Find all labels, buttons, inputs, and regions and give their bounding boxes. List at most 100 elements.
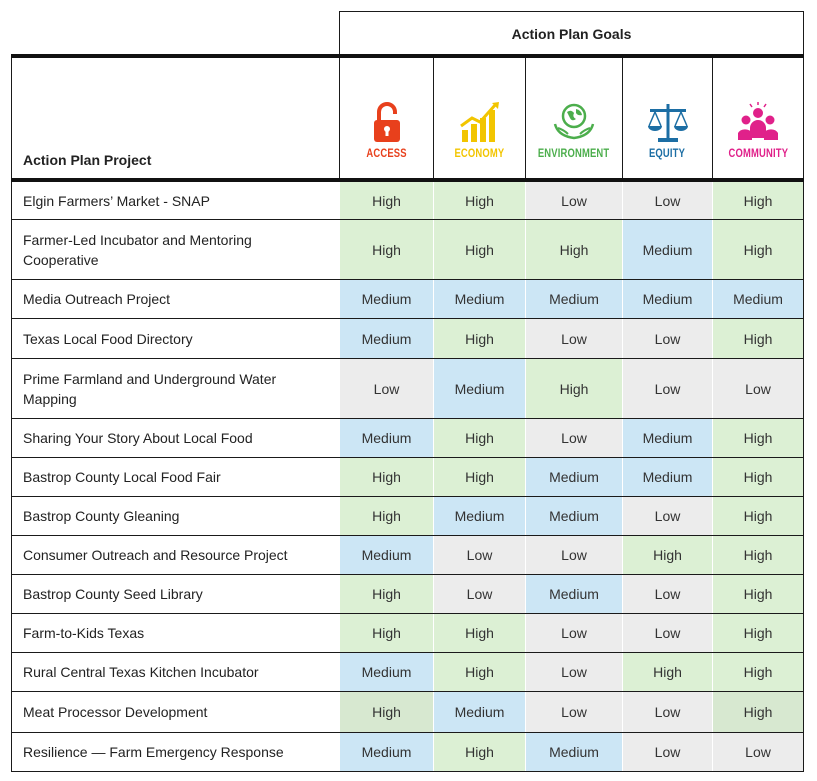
goal-rating-cell: High bbox=[622, 536, 712, 574]
project-name-cell: Bastrop County Gleaning bbox=[11, 497, 339, 535]
goal-rating-cell: Low bbox=[712, 733, 804, 771]
goal-rating-cell: High bbox=[525, 359, 622, 418]
goal-rating-cell: Low bbox=[433, 575, 525, 613]
project-name-cell: Sharing Your Story About Local Food bbox=[11, 419, 339, 457]
column-header-row: Action Plan Project ACCESS ECONOMY bbox=[11, 58, 804, 178]
goal-rating-cell: Low bbox=[622, 359, 712, 418]
goals-header: Action Plan Goals bbox=[339, 11, 804, 55]
goal-rating-cell: Medium bbox=[339, 653, 433, 691]
project-name-cell: Texas Local Food Directory bbox=[11, 319, 339, 358]
project-name-cell: Rural Central Texas Kitchen Incubator bbox=[11, 653, 339, 691]
rising-bar-chart-icon bbox=[459, 102, 499, 142]
goals-title: Action Plan Goals bbox=[511, 25, 632, 42]
goal-rating-cell: High bbox=[525, 220, 622, 279]
goal-label-access: ACCESS bbox=[366, 148, 407, 160]
goal-label-environment: ENVIRONMENT bbox=[538, 148, 610, 160]
goal-rating-cell: High bbox=[339, 575, 433, 613]
goal-header-equity: EQUITY bbox=[622, 58, 712, 178]
goal-rating-cell: Medium bbox=[433, 497, 525, 535]
project-name-cell: Farmer-Led Incubator and Mentoring Coope… bbox=[11, 220, 339, 279]
header-divider bbox=[11, 54, 804, 58]
goal-rating-cell: Low bbox=[712, 359, 804, 418]
scales-icon bbox=[647, 104, 688, 142]
goal-rating-cell: High bbox=[339, 692, 433, 732]
table-row: Sharing Your Story About Local Food Mediu… bbox=[11, 419, 804, 458]
project-name-cell: Resilience — Farm Emergency Response bbox=[11, 733, 339, 771]
goal-rating-cell: High bbox=[712, 220, 804, 279]
table-header-divider bbox=[11, 178, 804, 182]
goal-rating-cell: High bbox=[339, 497, 433, 535]
goal-rating-cell: Medium bbox=[712, 280, 804, 318]
goal-rating-cell: Low bbox=[525, 536, 622, 574]
goal-rating-cell: High bbox=[433, 220, 525, 279]
table-row: Farmer-Led Incubator and Mentoring Coope… bbox=[11, 220, 804, 280]
goal-rating-cell: High bbox=[712, 692, 804, 732]
goal-rating-cell: High bbox=[433, 653, 525, 691]
globe-hands-icon bbox=[553, 103, 595, 140]
goal-header-environment: ENVIRONMENT bbox=[525, 58, 622, 178]
goal-rating-cell: High bbox=[712, 419, 804, 457]
goal-rating-cell: Low bbox=[622, 692, 712, 732]
project-name-cell: Bastrop County Seed Library bbox=[11, 575, 339, 613]
goal-rating-cell: Medium bbox=[433, 359, 525, 418]
goal-rating-cell: High bbox=[712, 497, 804, 535]
goal-rating-cell: Medium bbox=[433, 692, 525, 732]
goal-rating-cell: Medium bbox=[525, 458, 622, 496]
goal-rating-cell: Medium bbox=[433, 280, 525, 318]
table-row: Media Outreach Project Medium Medium Medium… bbox=[11, 280, 804, 319]
table-row: Consumer Outreach and Resource Project Me… bbox=[11, 536, 804, 575]
goal-rating-cell: Low bbox=[525, 614, 622, 652]
goal-rating-cell: High bbox=[712, 614, 804, 652]
goal-rating-cell: High bbox=[339, 220, 433, 279]
project-name-cell: Consumer Outreach and Resource Project bbox=[11, 536, 339, 574]
project-name-cell: Meat Processor Development bbox=[11, 692, 339, 732]
goal-header-access: ACCESS bbox=[339, 58, 433, 178]
goal-rating-cell: High bbox=[433, 458, 525, 496]
goal-rating-cell: Medium bbox=[339, 419, 433, 457]
table-row: Farm-to-Kids Texas High High Low Low High bbox=[11, 614, 804, 653]
goal-label-equity: EQUITY bbox=[649, 148, 686, 160]
goal-rating-cell: Low bbox=[339, 359, 433, 418]
goal-rating-cell: Medium bbox=[622, 220, 712, 279]
table-row: Meat Processor Development High Medium Low L… bbox=[11, 692, 804, 733]
project-name-cell: Media Outreach Project bbox=[11, 280, 339, 318]
goal-rating-cell: High bbox=[339, 614, 433, 652]
goal-label-community: COMMUNITY bbox=[728, 148, 788, 160]
goal-rating-cell: High bbox=[712, 575, 804, 613]
goal-rating-cell: High bbox=[433, 419, 525, 457]
table-row: Resilience — Farm Emergency Response Medi… bbox=[11, 733, 804, 772]
goal-rating-cell: Low bbox=[525, 653, 622, 691]
goal-rating-cell: Medium bbox=[525, 497, 622, 535]
goal-rating-cell: Low bbox=[622, 319, 712, 358]
goal-rating-cell: High bbox=[712, 653, 804, 691]
project-name-cell: Elgin Farmers’ Market - SNAP bbox=[11, 182, 339, 219]
goal-rating-cell: Medium bbox=[339, 280, 433, 318]
goal-rating-cell: Low bbox=[525, 692, 622, 732]
goal-rating-cell: Medium bbox=[622, 419, 712, 457]
goal-rating-cell: High bbox=[433, 614, 525, 652]
goal-rating-cell: Low bbox=[622, 575, 712, 613]
goal-rating-cell: High bbox=[712, 458, 804, 496]
goal-rating-cell: High bbox=[339, 458, 433, 496]
goal-rating-cell: Low bbox=[525, 319, 622, 358]
table-row: Prime Farmland and Underground Water Map… bbox=[11, 359, 804, 419]
goal-rating-cell: High bbox=[433, 319, 525, 358]
goal-rating-cell: Medium bbox=[339, 319, 433, 358]
goal-rating-cell: Medium bbox=[525, 280, 622, 318]
table-row: Bastrop County Gleaning High Medium Medium L… bbox=[11, 497, 804, 536]
goal-rating-cell: High bbox=[712, 182, 804, 219]
goal-rating-cell: Low bbox=[433, 536, 525, 574]
goal-rating-cell: Low bbox=[525, 182, 622, 219]
table-row: Texas Local Food Directory Medium High Low L… bbox=[11, 319, 804, 359]
goal-rating-cell: High bbox=[622, 653, 712, 691]
goal-rating-cell: Low bbox=[525, 419, 622, 457]
goal-rating-cell: High bbox=[712, 536, 804, 574]
table-row: Elgin Farmers’ Market - SNAP High High Low L… bbox=[11, 182, 804, 220]
goal-rating-cell: Low bbox=[622, 733, 712, 771]
goal-header-community: COMMUNITY bbox=[712, 58, 804, 178]
goal-rating-cell: Medium bbox=[339, 733, 433, 771]
goal-rating-cell: Medium bbox=[622, 458, 712, 496]
goal-rating-cell: High bbox=[433, 182, 525, 219]
padlock-open-icon bbox=[373, 102, 400, 142]
project-name-cell: Bastrop County Local Food Fair bbox=[11, 458, 339, 496]
